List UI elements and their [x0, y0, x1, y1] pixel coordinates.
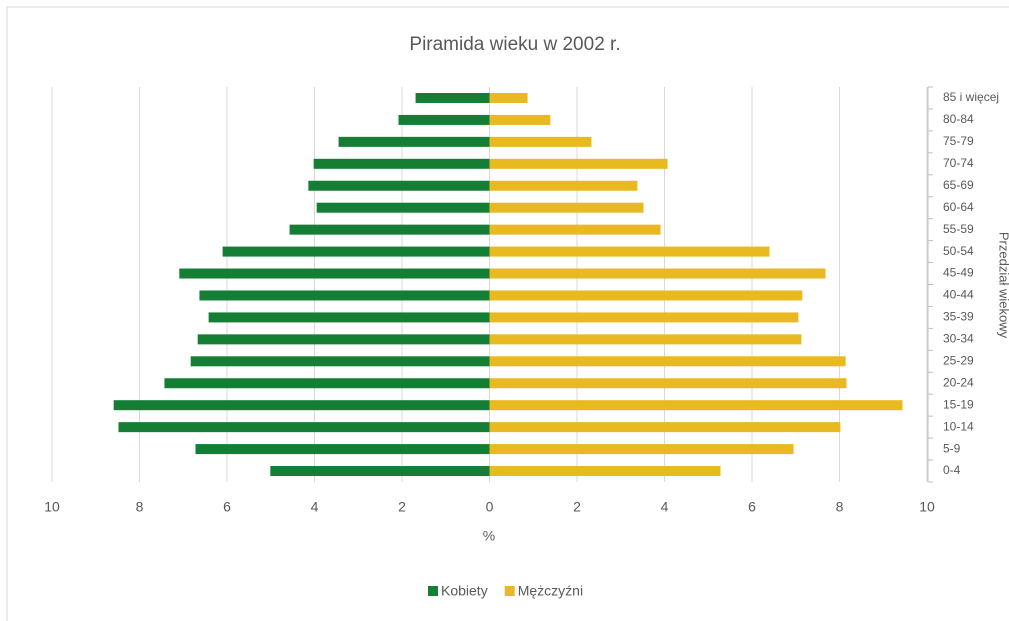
- bar: [313, 158, 490, 169]
- bar: [197, 334, 490, 345]
- bar: [164, 378, 490, 389]
- y-tick-label: 70-74: [943, 156, 974, 170]
- bar: [489, 158, 668, 169]
- y-tick-label: 45-49: [943, 266, 974, 280]
- legend-swatch: [428, 586, 438, 596]
- bar: [338, 136, 490, 147]
- bar: [118, 422, 490, 433]
- y-tick-label: 10-14: [943, 419, 974, 433]
- y-axis-title: Przedział wiekowy: [997, 232, 1009, 339]
- x-tick-label: 8: [136, 499, 144, 515]
- x-tick-label: 6: [223, 499, 231, 515]
- y-tick-label: 40-44: [943, 288, 974, 302]
- bar: [489, 356, 846, 367]
- legend-label: Mężczyźni: [518, 583, 583, 599]
- y-tick-label: 80-84: [943, 112, 974, 126]
- bar: [179, 268, 490, 279]
- bar: [489, 378, 847, 389]
- bar: [489, 290, 803, 301]
- y-tick-label: 60-64: [943, 200, 974, 214]
- bar: [489, 246, 770, 257]
- bar: [199, 290, 490, 301]
- bar: [489, 422, 841, 433]
- y-tick-label: 85 i więcej: [943, 90, 999, 104]
- y-tick-label: 15-19: [943, 397, 974, 411]
- x-tick-label: 8: [836, 499, 844, 515]
- y-tick-label: 55-59: [943, 222, 974, 236]
- bar: [489, 444, 794, 455]
- bar: [195, 444, 490, 455]
- bar: [489, 136, 592, 147]
- bar: [489, 466, 721, 477]
- chart-title: Piramida wieku w 2002 r.: [409, 34, 620, 55]
- y-tick-label: 5-9: [943, 441, 961, 455]
- bar: [190, 356, 490, 367]
- y-tick-label: 30-34: [943, 332, 974, 346]
- bar: [489, 224, 661, 235]
- x-tick-label: 2: [398, 499, 406, 515]
- y-tick-label: 65-69: [943, 178, 974, 192]
- bar: [270, 466, 490, 477]
- x-tick-label: 4: [311, 499, 319, 515]
- bar: [489, 268, 826, 279]
- bar: [289, 224, 490, 235]
- y-tick-label: 50-54: [943, 244, 974, 258]
- y-tick-label: 35-39: [943, 310, 974, 324]
- bar: [489, 180, 638, 191]
- x-tick-label: 2: [573, 499, 581, 515]
- legend-swatch: [504, 586, 515, 596]
- x-tick-label: 6: [748, 499, 756, 515]
- x-tick-label: 4: [661, 499, 669, 515]
- legend-label: Kobiety: [441, 583, 488, 599]
- bar: [489, 114, 551, 125]
- bar: [316, 202, 490, 213]
- x-axis-title: %: [483, 528, 495, 544]
- bar: [308, 180, 490, 191]
- bar: [398, 114, 490, 125]
- y-tick-label: 0-4: [943, 463, 961, 477]
- y-tick-label: 20-24: [943, 375, 974, 389]
- y-tick-label: 75-79: [943, 134, 974, 148]
- x-tick-label: 0: [486, 499, 494, 515]
- bar: [415, 92, 490, 103]
- bar: [489, 92, 528, 103]
- bar: [489, 312, 799, 323]
- bar: [222, 246, 490, 257]
- bar: [208, 312, 490, 323]
- y-tick-label: 25-29: [943, 353, 974, 367]
- bar: [489, 334, 802, 345]
- bar: [489, 400, 903, 411]
- x-tick-label: 10: [919, 499, 935, 515]
- bar: [113, 400, 490, 411]
- x-tick-label: 10: [44, 499, 60, 515]
- bar: [489, 202, 644, 213]
